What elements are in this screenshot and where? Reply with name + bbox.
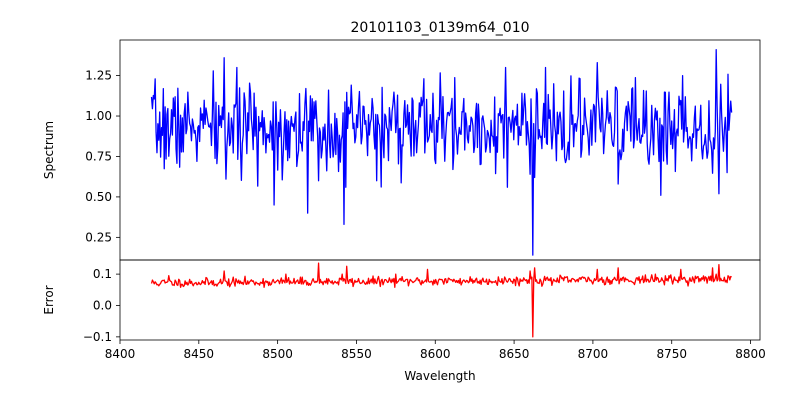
error-xtick-label: 8600 xyxy=(420,347,451,361)
error-xtick-label: 8700 xyxy=(578,347,609,361)
error-xtick-label: 8450 xyxy=(184,347,215,361)
spectrum-series-line-0 xyxy=(150,49,733,256)
error-series-line-0 xyxy=(150,262,732,338)
spectrum-ytick-label: 0.75 xyxy=(85,149,112,163)
error-xtick-label: 8650 xyxy=(499,347,530,361)
error-ytick-label: 0.0 xyxy=(93,298,112,312)
error-xtick-label: 8500 xyxy=(262,347,293,361)
spectrum-panel: 0.25 0.50 0.75 1.00 1.25 xyxy=(85,39,761,261)
error-panel: −0.1 0.0 0.1 8400 8450 8500 8550 8600 8650 8700 87… xyxy=(83,259,766,361)
spectrum-ytick-label: 0.25 xyxy=(85,230,112,244)
spectrum-axis-label: Spectrum xyxy=(42,121,56,179)
error-xtick-label: 8800 xyxy=(735,347,766,361)
error-axis-label: Error xyxy=(42,285,56,314)
error-axes-frame xyxy=(119,259,761,341)
error-ytick-label: −0.1 xyxy=(83,330,112,344)
error-xtick-label: 8400 xyxy=(105,347,136,361)
error-xtick-label: 8550 xyxy=(341,347,372,361)
spectrum-ytick-label: 1.25 xyxy=(85,69,112,83)
error-ytick-label: 0.1 xyxy=(93,267,112,281)
wavelength-axis-label: Wavelength xyxy=(404,369,475,383)
spectrum-ytick-label: 0.50 xyxy=(85,190,112,204)
spectrum-ytick-label: 1.00 xyxy=(85,109,112,123)
chart-title: 20101103_0139m64_010 xyxy=(350,20,529,36)
error-xtick-label: 8750 xyxy=(656,347,687,361)
